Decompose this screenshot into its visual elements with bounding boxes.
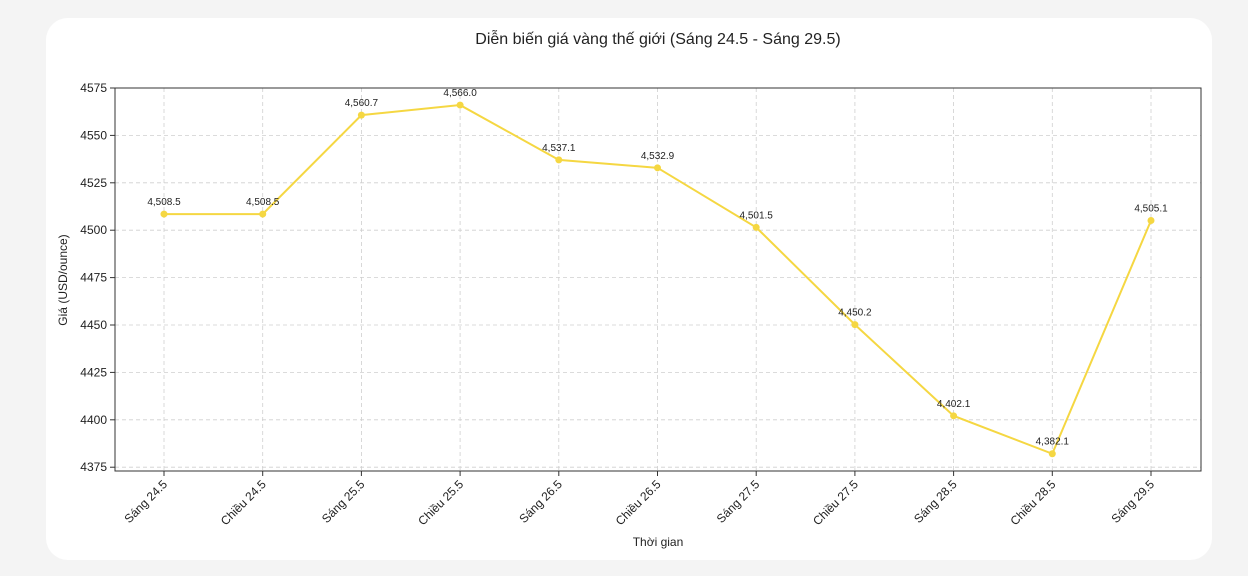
- data-point: [752, 223, 760, 231]
- x-tick-label: Chiều 24.5: [218, 477, 269, 528]
- x-tick-label: Chiều 27.5: [810, 477, 861, 528]
- x-tick-label: Sáng 27.5: [714, 477, 763, 526]
- data-point: [160, 210, 168, 218]
- plot-frame: [114, 87, 1202, 472]
- x-tick-label: Chiều 26.5: [613, 477, 664, 528]
- data-label: 4,560.7: [345, 98, 379, 109]
- data-point: [1048, 450, 1056, 458]
- chart-title: Diễn biến giá vàng thế giới (Sáng 24.5 -…: [475, 29, 840, 48]
- data-point: [555, 156, 563, 164]
- data-label: 4,450.2: [838, 308, 872, 319]
- data-point: [851, 321, 859, 329]
- x-tick-label: Chiều 25.5: [415, 477, 466, 528]
- y-axis-label: Giá (USD/ounce): [56, 234, 70, 325]
- y-tick-label: 4425: [80, 365, 107, 379]
- data-label: 4,382.1: [1036, 437, 1070, 448]
- data-label: 4,402.1: [937, 399, 971, 410]
- x-tick-label: Chiều 28.5: [1007, 477, 1058, 528]
- data-label: 4,566.0: [443, 88, 477, 99]
- y-tick-label: 4575: [80, 81, 107, 95]
- x-tick-label: Sáng 28.5: [911, 477, 960, 526]
- data-point: [259, 210, 267, 218]
- y-tick-label: 4450: [80, 318, 107, 332]
- data-point: [950, 412, 958, 420]
- x-axis-label: Thời gian: [633, 535, 684, 549]
- y-tick-label: 4475: [80, 271, 107, 285]
- data-labels: 4,508.5 4,508.5 4,560.7 4,566.0 4,537.1 4,532…: [147, 88, 1168, 448]
- data-label: 4,508.5: [147, 197, 181, 208]
- x-tick-label: Sáng 26.5: [516, 477, 565, 526]
- y-axis: 4375 4400 4425 4450 4475 4500 4525 4550 4575: [80, 81, 115, 474]
- y-tick-label: 4500: [80, 223, 107, 237]
- data-label: 4,505.1: [1134, 204, 1168, 215]
- y-tick-label: 4525: [80, 176, 107, 190]
- data-point: [456, 101, 464, 109]
- data-point: [1147, 217, 1155, 225]
- y-tick-label: 4375: [80, 460, 107, 474]
- x-tick-label: Sáng 24.5: [122, 477, 171, 526]
- data-label: 4,537.1: [542, 143, 576, 154]
- y-tick-label: 4550: [80, 128, 107, 142]
- grid: [115, 87, 1201, 471]
- data-point: [654, 164, 661, 172]
- x-axis: Sáng 24.5 Chiều 24.5 Sáng 25.5 Chiều 25.5 Sá…: [122, 471, 1158, 528]
- data-label: 4,501.5: [740, 210, 774, 221]
- data-points: [160, 101, 1155, 458]
- chart-card: [46, 18, 1212, 560]
- data-label: 4,532.9: [641, 151, 675, 162]
- x-tick-label: Sáng 29.5: [1109, 477, 1158, 526]
- data-point: [357, 111, 365, 119]
- x-tick-label: Sáng 25.5: [319, 477, 368, 526]
- data-label: 4,508.5: [246, 197, 280, 208]
- y-tick-label: 4400: [80, 413, 107, 427]
